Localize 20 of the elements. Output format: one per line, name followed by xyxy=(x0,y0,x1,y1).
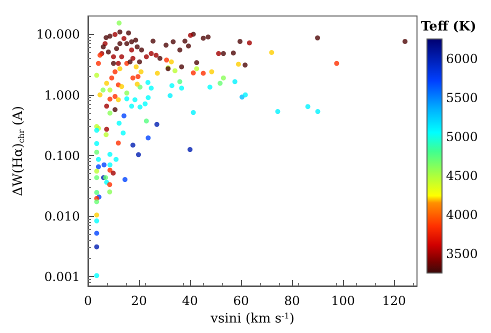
x-tick-label: 100 xyxy=(331,293,356,308)
color-bar-label: 5500 xyxy=(446,90,478,105)
x-tick-label: 120 xyxy=(382,293,406,308)
y-tick-label: 10.000 xyxy=(36,26,80,42)
x-tick-label: 0 xyxy=(84,293,92,308)
y-tick-label: 0.001 xyxy=(44,269,80,284)
x-tick-label: 40 xyxy=(182,293,198,308)
color-bar-label: 6000 xyxy=(446,51,478,66)
color-bar-title: Teff (K) xyxy=(421,20,476,34)
y-tick-label: 0.010 xyxy=(44,208,80,224)
x-tick-label: 60 xyxy=(233,293,250,308)
x-tick-label: 80 xyxy=(284,293,300,308)
color-bar-label: 5000 xyxy=(446,129,478,144)
color-bar-label: 4500 xyxy=(446,168,478,183)
y-axis-title: ΔW(Hα)chr (A) xyxy=(10,106,26,196)
color-bar-label: 3500 xyxy=(446,246,478,261)
y-tick-label: 0.100 xyxy=(44,148,80,163)
y-tick-label: 1.000 xyxy=(44,87,80,102)
color-bar-label: 4000 xyxy=(446,207,478,222)
x-tick-label: 20 xyxy=(131,293,148,308)
